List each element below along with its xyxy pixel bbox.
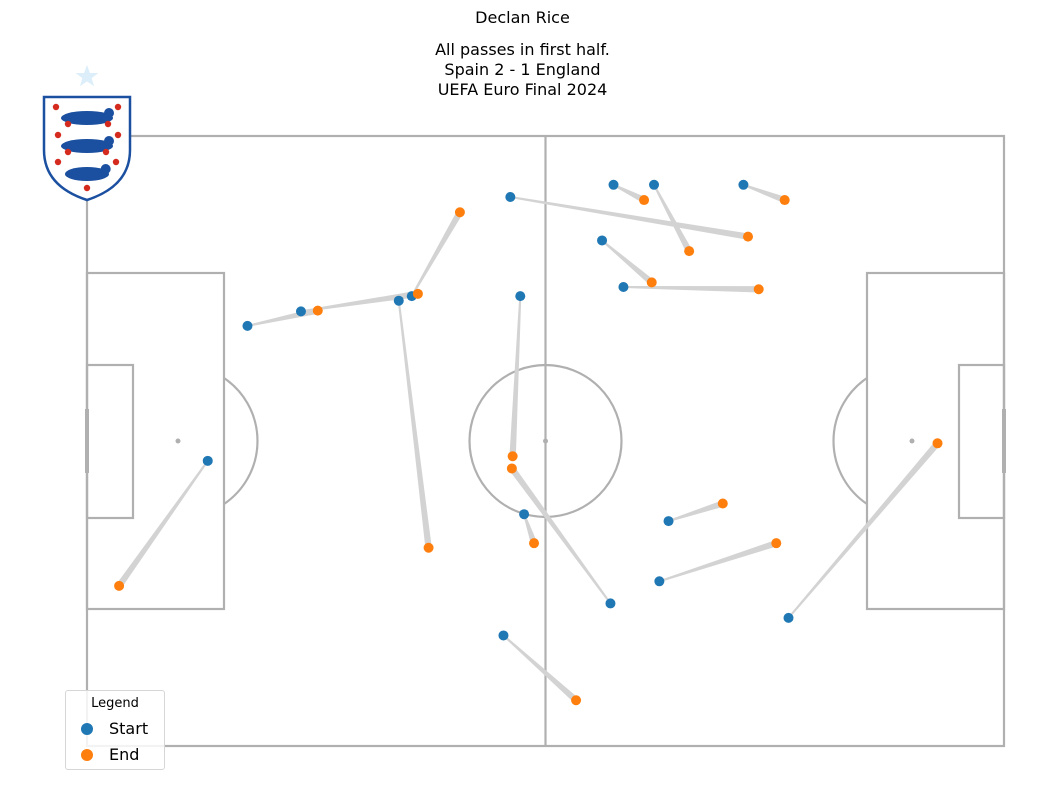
pass-end-point-9 [779, 195, 790, 206]
pass-end-point-14 [529, 538, 540, 549]
crest-lions [52, 103, 122, 192]
pass-start-point-4 [295, 306, 306, 317]
crest-lion-head-2 [104, 136, 114, 146]
pass-line-6 [510, 196, 749, 240]
england-three-lions-crest-icon [42, 65, 132, 202]
pass-end-point-17 [932, 438, 943, 449]
pass-start-point-10 [597, 235, 608, 246]
pass-line-13 [509, 466, 612, 605]
legend-item-start: Start [81, 719, 148, 738]
crest-star-icon [75, 65, 99, 87]
pass-line-12 [509, 296, 522, 457]
left-penalty-area [85, 271, 226, 611]
pass-line-2 [116, 460, 209, 588]
legend-end-label: End [109, 745, 140, 764]
right-penalty-spot [909, 438, 915, 444]
legend-item-end: End [81, 745, 139, 764]
pass-line-7 [653, 184, 692, 253]
pass-start-point-1 [393, 295, 404, 306]
pass-line-9 [743, 183, 786, 204]
pass-start-point-3 [242, 320, 253, 331]
pass-start-point-11 [618, 281, 629, 292]
pass-line-18 [502, 634, 579, 703]
crest-rose-9 [64, 148, 72, 156]
pass-end-point-6 [743, 231, 754, 242]
right-six-yard-box [957, 363, 1006, 520]
pass-start-point-7 [649, 179, 660, 190]
crest-lion-head-1 [104, 108, 114, 118]
pass-line-5 [410, 210, 463, 297]
pass-end-point-7 [684, 246, 695, 257]
pass-line-1 [397, 300, 432, 549]
pass-start-point-16 [654, 576, 665, 587]
crest-rose-11 [83, 184, 91, 192]
crest-lion-3 [64, 167, 110, 181]
legend-title: Legend [91, 696, 139, 711]
centre-spot [543, 438, 548, 444]
pass-end-point-2 [114, 580, 125, 591]
pass-start-point-13 [605, 598, 616, 609]
pass-end-point-13 [506, 463, 517, 474]
pass-start-point-18 [498, 630, 509, 641]
pass-end-point-5 [454, 207, 465, 218]
pass-start-point-12 [515, 291, 526, 302]
pass-end-point-11 [753, 284, 764, 295]
subtitle-line-3: UEFA Euro Final 2024 [437, 80, 608, 99]
legend: Legend Start End [65, 690, 165, 770]
pass-start-point-17 [783, 612, 794, 623]
crest-lion-2 [61, 139, 113, 153]
pass-marks [114, 179, 943, 706]
chart-subtitle: All passes in first half. Spain 2 - 1 En… [0, 40, 1045, 100]
pass-line-4 [300, 290, 419, 313]
pass-line-10 [601, 239, 654, 285]
crest-lion-head-3 [100, 164, 111, 174]
crest-rose-7 [64, 120, 72, 128]
pass-line-14 [523, 513, 538, 545]
left-six-yard-box [85, 363, 135, 520]
crest-rose-1 [52, 103, 60, 111]
crest-rose-2 [114, 103, 122, 111]
pass-line-16 [659, 540, 778, 583]
pass-end-point-15 [717, 498, 728, 509]
pass-line-8 [613, 183, 646, 203]
pass-start-point-8 [608, 179, 619, 190]
legend-start-label: Start [109, 719, 149, 738]
legend-start-marker [81, 722, 93, 735]
pass-end-point-18 [571, 695, 582, 706]
pass-start-point-14 [519, 509, 530, 520]
pass-start-point-6 [505, 192, 516, 202]
crest-rose-10 [102, 148, 110, 156]
pass-start-point-2 [202, 455, 213, 466]
pass-line-11 [623, 285, 759, 293]
pass-end-point-12 [507, 451, 518, 462]
subtitle-line-1: All passes in first half. [435, 40, 610, 59]
crest-rose-6 [112, 158, 120, 166]
pass-start-point-9 [738, 179, 749, 190]
right-penalty-arc [832, 377, 868, 505]
crest-rose-8 [104, 120, 112, 128]
crest-lion-1 [61, 111, 113, 125]
pass-end-point-8 [639, 195, 650, 206]
pass-end-point-4 [412, 288, 423, 299]
pass-line-17 [787, 441, 940, 619]
pass-end-point-1 [423, 542, 434, 553]
subtitle-line-2: Spain 2 - 1 England [444, 60, 601, 79]
crest-rose-3 [54, 131, 62, 139]
pass-line-15 [668, 500, 724, 523]
crest-rose-4 [114, 131, 122, 139]
pass-end-point-10 [646, 277, 657, 288]
left-penalty-spot [175, 438, 181, 444]
pass-start-point-15 [663, 516, 674, 527]
pass-end-point-3 [312, 305, 323, 316]
left-penalty-arc [223, 377, 259, 505]
legend-end-marker [81, 748, 93, 761]
chart-title: Declan Rice [475, 8, 570, 27]
pass-end-point-16 [771, 538, 782, 549]
crest-rose-5 [54, 158, 62, 166]
